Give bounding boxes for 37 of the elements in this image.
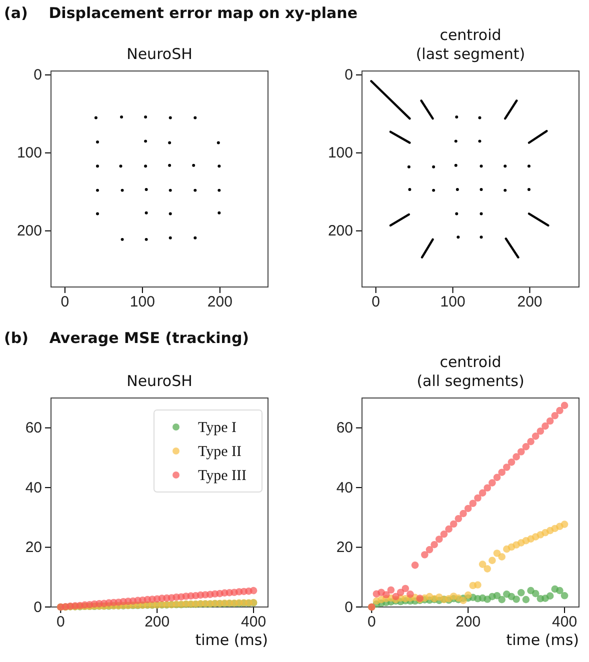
y-tick-label: 100 [328,144,353,162]
x-tick-label: 200 [517,294,542,311]
x-tick-label: 200 [456,614,481,631]
legend-label: Type I [198,420,237,436]
y-tick-label: 40 [25,479,42,496]
y-tick-label: 60 [336,420,353,437]
y-tick-label: 40 [336,479,353,496]
y-tick-label: 0 [34,598,42,616]
x-tick-label: 400 [241,614,266,631]
x-tick-label: 0 [367,614,376,631]
legend-label: Type III [198,468,247,484]
x-tick-label: 100 [440,294,466,311]
text: (b) Average MSE (tracking) [4,329,250,347]
x-tick-label: 100 [130,294,155,311]
chart-title: NeuroSH [126,45,192,63]
x-tick-label: 0 [372,294,380,311]
chart-title: NeuroSH [126,372,192,390]
x-tick-label: 200 [144,614,170,631]
x-axis-title: time (ms) [195,631,268,649]
x-tick-label: 0 [60,294,70,311]
y-tick-label: 0 [344,66,353,84]
chart-title: centroid (all segments) [416,353,524,390]
y-tick-label: 200 [328,222,353,240]
y-tick-label: 60 [25,420,42,437]
text: (a) Displacement error map on xy-plane [4,4,358,22]
y-tick-label: 20 [25,539,42,556]
y-tick-label: 0 [344,598,353,616]
legend-label: Type II [198,444,242,460]
y-tick-label: 100 [16,144,42,162]
y-tick-label: 0 [34,66,42,84]
x-tick-label: 400 [552,614,578,631]
y-tick-label: 200 [16,222,42,240]
x-tick-label: 0 [56,614,65,631]
x-tick-label: 200 [207,294,232,311]
x-axis-title: time (ms) [506,631,579,649]
chart-title: centroid (last segment) [416,26,526,63]
y-tick-label: 20 [336,539,353,556]
